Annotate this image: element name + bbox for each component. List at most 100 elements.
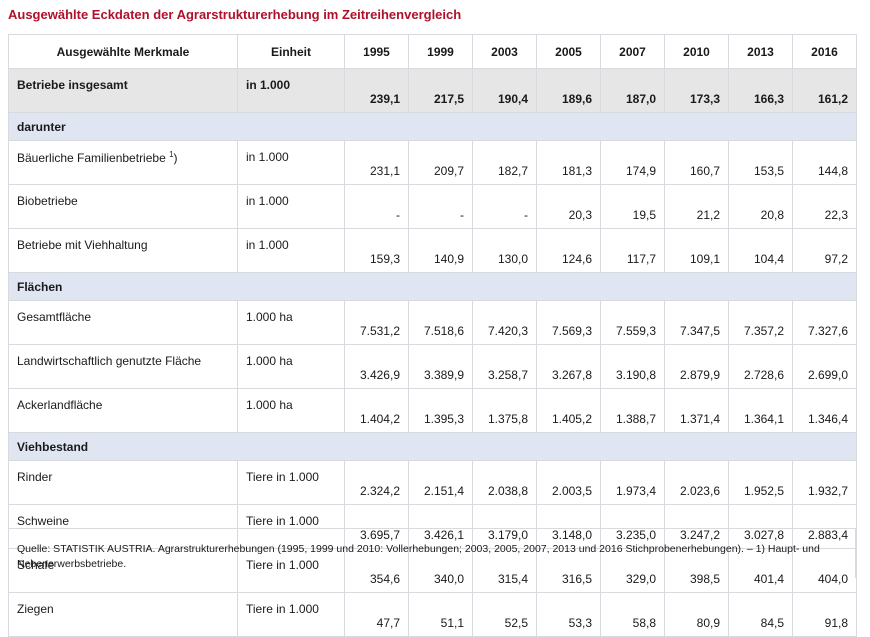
table-row: Rinder Tiere in 1.000 2.324,2 2.151,4 2.038,… bbox=[8, 460, 857, 505]
row-label: Schafe bbox=[17, 558, 55, 572]
value-cell: 124,6 bbox=[536, 228, 601, 273]
value-cell: 217,5 bbox=[408, 68, 473, 113]
value-cell: 7.327,6 bbox=[792, 300, 857, 345]
row-label: Ackerlandfläche bbox=[17, 398, 103, 412]
value-cell: 19,5 bbox=[600, 184, 665, 229]
value-cell: - bbox=[344, 184, 409, 229]
value-cell: 173,3 bbox=[664, 68, 729, 113]
value-cell: 97,2 bbox=[792, 228, 857, 273]
value-cell: 2.151,4 bbox=[408, 460, 473, 505]
page-title: Ausgewählte Eckdaten der Agrarstrukturer… bbox=[8, 7, 462, 22]
value-cell: 209,7 bbox=[408, 140, 473, 185]
row-label: Landwirtschaftlich genutzte Fläche bbox=[17, 354, 202, 368]
value-cell: 239,1 bbox=[344, 68, 409, 113]
unit-cell: Tiere in 1.000 bbox=[237, 592, 345, 637]
unit-cell: in 1.000 bbox=[237, 228, 345, 273]
value-cell: 2.879,9 bbox=[664, 344, 729, 389]
unit-cell: 1.000 ha bbox=[237, 344, 345, 389]
value-cell: 2.699,0 bbox=[792, 344, 857, 389]
section-row: darunter bbox=[8, 112, 857, 141]
value-cell: 1.404,2 bbox=[344, 388, 409, 433]
value-cell: 22,3 bbox=[792, 184, 857, 229]
column-header-merkmal: Ausgewählte Merkmale bbox=[8, 34, 238, 69]
value-cell: 84,5 bbox=[728, 592, 793, 637]
section-row: Flächen bbox=[8, 272, 857, 301]
value-cell: 1.395,3 bbox=[408, 388, 473, 433]
total-row: Betriebe insgesamt in 1.000 239,1 217,5 190,… bbox=[8, 68, 857, 113]
value-cell: - bbox=[472, 184, 537, 229]
column-header-year: 2016 bbox=[792, 34, 857, 69]
row-label: Betriebe mit Viehhaltung bbox=[17, 238, 148, 252]
value-cell: 1.375,8 bbox=[472, 388, 537, 433]
value-cell: 3.695,7 bbox=[344, 504, 409, 549]
table-row: Ziegen Tiere in 1.000 47,7 51,1 52,5 53,3 58,8… bbox=[8, 592, 857, 637]
value-cell: 190,4 bbox=[472, 68, 537, 113]
unit-cell: in 1.000 bbox=[237, 140, 345, 185]
value-cell: 166,3 bbox=[728, 68, 793, 113]
value-cell: 1.405,2 bbox=[536, 388, 601, 433]
row-label-cell: Betriebe insgesamt bbox=[8, 68, 238, 113]
value-cell: 187,0 bbox=[600, 68, 665, 113]
row-label-cell: Gesamtfläche bbox=[8, 300, 238, 345]
row-label-cell: Ackerlandfläche bbox=[8, 388, 238, 433]
value-cell: 20,8 bbox=[728, 184, 793, 229]
value-cell: 7.569,3 bbox=[536, 300, 601, 345]
value-cell: 109,1 bbox=[664, 228, 729, 273]
value-cell: 1.973,4 bbox=[600, 460, 665, 505]
value-cell: 117,7 bbox=[600, 228, 665, 273]
column-header-year: 2007 bbox=[600, 34, 665, 69]
row-label: Biobetriebe bbox=[17, 194, 78, 208]
row-label-cell: Biobetriebe bbox=[8, 184, 238, 229]
row-label-cell: Landwirtschaftlich genutzte Fläche bbox=[8, 344, 238, 389]
section-label: Viehbestand bbox=[8, 432, 857, 461]
row-label: Rinder bbox=[17, 470, 53, 484]
value-cell: 3.426,1 bbox=[408, 504, 473, 549]
value-cell: 1.952,5 bbox=[728, 460, 793, 505]
value-cell: 181,3 bbox=[536, 140, 601, 185]
row-label: Betriebe insgesamt bbox=[17, 78, 128, 92]
table-row: Biobetriebe in 1.000- - -20,3 19,5 21,2 20,8 22… bbox=[8, 184, 857, 229]
row-label-cell: Bäuerliche Familienbetriebe 1) bbox=[8, 140, 238, 185]
value-cell: 159,3 bbox=[344, 228, 409, 273]
value-cell: 2.728,6 bbox=[728, 344, 793, 389]
value-cell: 231,1 bbox=[344, 140, 409, 185]
value-cell: 174,9 bbox=[600, 140, 665, 185]
column-header-year: 2013 bbox=[728, 34, 793, 69]
table-header-row: Ausgewählte Merkmale Einheit 1995 1999 2… bbox=[8, 34, 857, 69]
value-cell: 3.027,8 bbox=[728, 504, 793, 549]
value-cell: 160,7 bbox=[664, 140, 729, 185]
value-cell: 2.023,6 bbox=[664, 460, 729, 505]
section-row: Viehbestand bbox=[8, 432, 857, 461]
row-label: Bäuerliche Familienbetriebe bbox=[17, 151, 166, 165]
footnote-marker: 1 bbox=[169, 150, 174, 159]
table-row: Gesamtfläche 1.000 ha 7.531,2 7.518,6 7.420,… bbox=[8, 300, 857, 345]
value-cell: 91,8 bbox=[792, 592, 857, 637]
column-header-year: 2005 bbox=[536, 34, 601, 69]
column-header-year: 1999 bbox=[408, 34, 473, 69]
value-cell: 51,1 bbox=[408, 592, 473, 637]
value-cell: 161,2 bbox=[792, 68, 857, 113]
source-note: Quelle: STATISTIK AUSTRIA. Agrarstruktur… bbox=[8, 528, 856, 578]
row-label-cell: Rinder bbox=[8, 460, 238, 505]
value-cell: 80,9 bbox=[664, 592, 729, 637]
column-header-year: 2010 bbox=[664, 34, 729, 69]
value-cell: 47,7 bbox=[344, 592, 409, 637]
value-cell: 21,2 bbox=[664, 184, 729, 229]
unit-cell: 1.000 ha bbox=[237, 300, 345, 345]
column-header-einheit: Einheit bbox=[237, 34, 345, 69]
value-cell: 7.559,3 bbox=[600, 300, 665, 345]
footnote-paren: ) bbox=[173, 151, 178, 165]
unit-cell: 1.000 ha bbox=[237, 388, 345, 433]
row-label-cell: Ziegen bbox=[8, 592, 238, 637]
value-cell: 1.346,4 bbox=[792, 388, 857, 433]
value-cell: 2.003,5 bbox=[536, 460, 601, 505]
value-cell: 53,3 bbox=[536, 592, 601, 637]
value-cell: 1.388,7 bbox=[600, 388, 665, 433]
value-cell: 7.347,5 bbox=[664, 300, 729, 345]
table-row: Betriebe mit Viehhaltung in 1.000 159,3 140… bbox=[8, 228, 857, 273]
unit-cell: in 1.000 bbox=[237, 68, 345, 113]
row-label: Schweine bbox=[17, 514, 70, 528]
table-row: Landwirtschaftlich genutzte Fläche 1.000 … bbox=[8, 344, 857, 389]
page: Ausgewählte Eckdaten der Agrarstrukturer… bbox=[8, 7, 857, 637]
value-cell: 7.420,3 bbox=[472, 300, 537, 345]
